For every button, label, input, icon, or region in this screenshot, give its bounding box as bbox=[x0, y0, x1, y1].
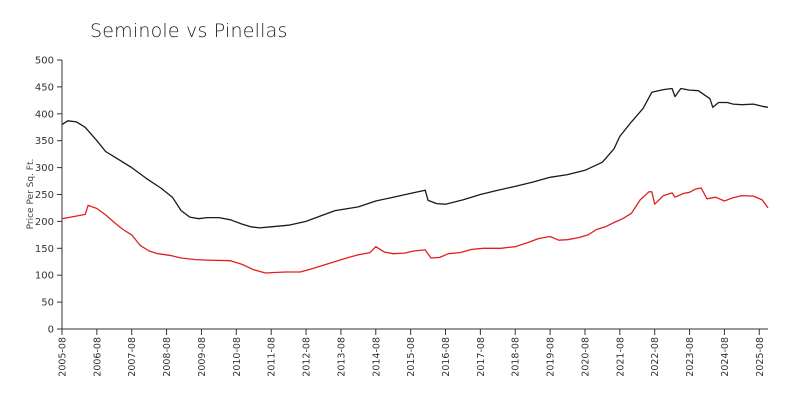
x-tick-label: 2007-08 bbox=[127, 337, 138, 377]
x-tick-label: 2013-08 bbox=[336, 337, 347, 377]
y-tick-label: 150 bbox=[35, 244, 54, 255]
x-tick-label: 2024-08 bbox=[720, 337, 731, 377]
x-tick-label: 2011-08 bbox=[267, 337, 278, 377]
chart-title: Seminole vs Pinellas bbox=[90, 20, 288, 42]
x-tick-label: 2019-08 bbox=[546, 337, 557, 377]
series-line-2 bbox=[61, 187, 769, 274]
x-tick-label: 2016-08 bbox=[441, 337, 452, 377]
series-line-1 bbox=[61, 87, 769, 229]
x-tick-label: 2023-08 bbox=[685, 337, 696, 377]
x-tick-label: 2017-08 bbox=[476, 337, 487, 377]
y-tick-label: 400 bbox=[35, 109, 54, 120]
y-tick-label: 250 bbox=[35, 190, 54, 201]
y-tick-label: 500 bbox=[35, 56, 54, 67]
x-tick-label: 2012-08 bbox=[302, 337, 313, 377]
y-tick-label: 350 bbox=[35, 136, 54, 147]
y-tick-label: 450 bbox=[35, 82, 54, 93]
y-tick-label: 0 bbox=[48, 325, 54, 336]
x-tick-label: 2025-08 bbox=[755, 337, 766, 377]
y-tick-label: 300 bbox=[35, 163, 54, 174]
x-tick-label: 2015-08 bbox=[406, 337, 417, 377]
y-tick-label: 50 bbox=[41, 298, 54, 309]
series-layer bbox=[61, 87, 769, 274]
x-tick-label: 2005-08 bbox=[58, 337, 69, 377]
x-tick-label: 2018-08 bbox=[511, 337, 522, 377]
axes: 0 50 100 150 200 250 300 350 400 450 500 2005-08 200… bbox=[35, 56, 768, 377]
y-tick-label: 200 bbox=[35, 217, 54, 228]
y-axis-label: Price Per Sq. Ft. bbox=[26, 159, 36, 230]
x-tick-label: 2021-08 bbox=[615, 337, 626, 377]
x-tick-label: 2014-08 bbox=[371, 337, 382, 377]
y-tick-label: 100 bbox=[35, 271, 54, 282]
x-tick-label: 2010-08 bbox=[232, 337, 243, 377]
x-tick-label: 2008-08 bbox=[162, 337, 173, 377]
x-tick-label: 2009-08 bbox=[197, 337, 208, 377]
x-tick-label: 2006-08 bbox=[92, 337, 103, 377]
x-tick-label: 2022-08 bbox=[650, 337, 661, 377]
x-tick-label: 2020-08 bbox=[580, 337, 591, 377]
